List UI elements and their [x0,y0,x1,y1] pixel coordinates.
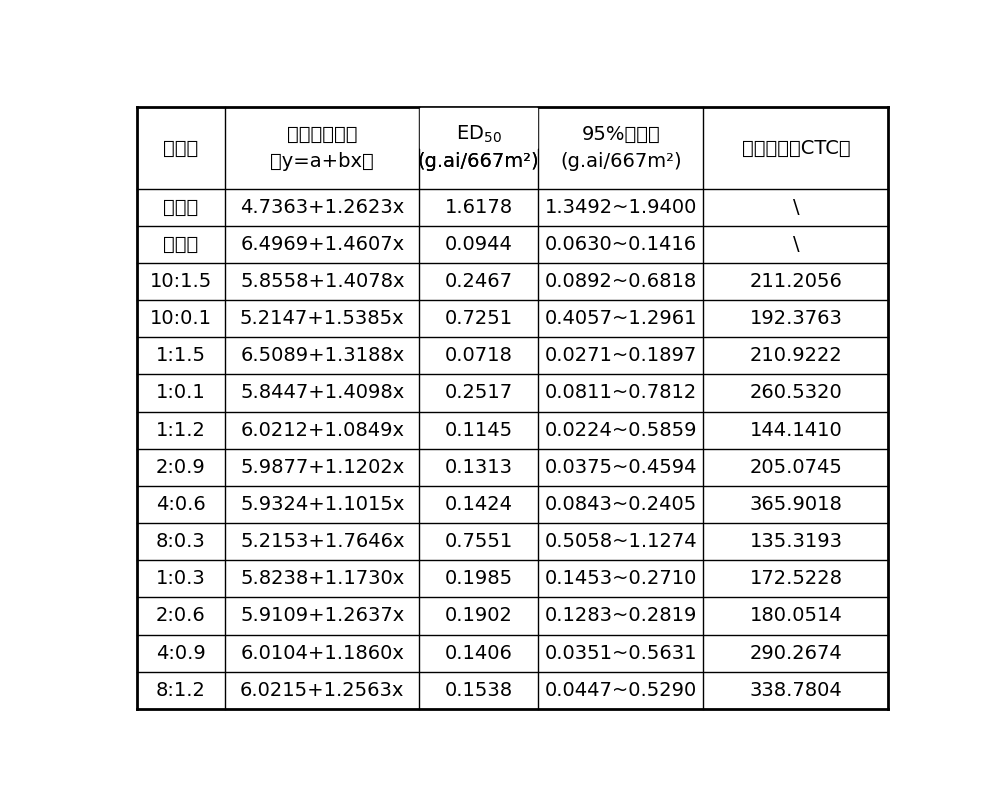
Text: 6.0215+1.2563x: 6.0215+1.2563x [240,681,404,700]
Text: 0.0892~0.6818: 0.0892~0.6818 [545,272,697,291]
Text: 1.6178: 1.6178 [445,197,513,217]
Text: 0.7251: 0.7251 [445,309,513,328]
Text: 10:1.5: 10:1.5 [150,272,212,291]
Text: 6.5089+1.3188x: 6.5089+1.3188x [240,346,404,365]
Text: 210.9222: 210.9222 [750,346,842,365]
Text: 毒力回归方程: 毒力回归方程 [287,125,358,144]
Text: 1:0.3: 1:0.3 [156,569,206,589]
Text: 5.2153+1.7646x: 5.2153+1.7646x [240,532,405,551]
Text: \: \ [793,235,799,253]
Text: (g.ai/667m²): (g.ai/667m²) [418,152,539,171]
Text: 0.1406: 0.1406 [445,643,513,662]
Text: 0.0630~0.1416: 0.0630~0.1416 [545,235,697,253]
Text: 0.1902: 0.1902 [445,606,513,626]
Text: 0.0224~0.5859: 0.0224~0.5859 [545,420,697,439]
Text: 365.9018: 365.9018 [749,495,842,514]
Text: 95%可信限: 95%可信限 [581,125,660,144]
Text: 260.5320: 260.5320 [750,383,842,403]
Text: (g.ai/667m²): (g.ai/667m²) [560,152,682,171]
Text: 0.0271~0.1897: 0.0271~0.1897 [545,346,697,365]
Text: 0.0718: 0.0718 [445,346,513,365]
Text: 5.9877+1.1202x: 5.9877+1.1202x [240,458,404,476]
Text: 0.0351~0.5631: 0.0351~0.5631 [545,643,697,662]
Text: 1:1.5: 1:1.5 [156,346,206,365]
Text: 192.3763: 192.3763 [749,309,842,328]
Text: 290.2674: 290.2674 [750,643,842,662]
Text: 5.9109+1.2637x: 5.9109+1.2637x [240,606,404,626]
Text: 4:0.6: 4:0.6 [156,495,206,514]
Text: (g.ai/667m²): (g.ai/667m²) [418,152,539,171]
Text: 0.4057~1.2961: 0.4057~1.2961 [545,309,697,328]
Text: 144.1410: 144.1410 [750,420,842,439]
Text: 0.1538: 0.1538 [445,681,513,700]
Text: 6.0104+1.1860x: 6.0104+1.1860x [240,643,404,662]
Text: 0.1145: 0.1145 [445,420,513,439]
Text: 5.2147+1.5385x: 5.2147+1.5385x [240,309,405,328]
Text: 6.4969+1.4607x: 6.4969+1.4607x [240,235,404,253]
Text: 135.3193: 135.3193 [749,532,842,551]
Text: 0.0811~0.7812: 0.0811~0.7812 [545,383,697,403]
Text: 0.2467: 0.2467 [445,272,513,291]
Text: ED50: ED50 [453,125,505,144]
Text: 4:0.9: 4:0.9 [156,643,206,662]
Text: 0.1985: 0.1985 [445,569,513,589]
Text: 1.3492~1.9400: 1.3492~1.9400 [545,197,697,217]
Bar [420,108,537,148]
Text: 338.7804: 338.7804 [750,681,842,700]
Text: 甲磺隆: 甲磺隆 [163,235,199,253]
Text: 0.2517: 0.2517 [445,383,513,403]
Text: 5.8558+1.4078x: 5.8558+1.4078x [240,272,405,291]
Text: 0.1283~0.2819: 0.1283~0.2819 [545,606,697,626]
Text: 180.0514: 180.0514 [750,606,842,626]
Text: 1:1.2: 1:1.2 [156,420,206,439]
Text: 0.5058~1.1274: 0.5058~1.1274 [544,532,697,551]
Text: 8:1.2: 8:1.2 [156,681,206,700]
Text: 0.1424: 0.1424 [445,495,513,514]
Text: 0.7551: 0.7551 [445,532,513,551]
Text: 1:0.1: 1:0.1 [156,383,206,403]
Text: 6.0212+1.0849x: 6.0212+1.0849x [240,420,404,439]
Text: 4.7363+1.2623x: 4.7363+1.2623x [240,197,404,217]
Text: 0.0843~0.2405: 0.0843~0.2405 [545,495,697,514]
Text: 双草醚: 双草醚 [163,197,199,217]
Text: \: \ [793,197,799,217]
Text: 8:0.3: 8:0.3 [156,532,206,551]
Text: 0.0944: 0.0944 [445,235,513,253]
Text: 2:0.9: 2:0.9 [156,458,206,476]
Text: 5.8238+1.1730x: 5.8238+1.1730x [240,569,404,589]
Text: 除草剂: 除草剂 [163,139,199,157]
Text: ED50: ED50 [453,125,505,144]
Text: 0.0375~0.4594: 0.0375~0.4594 [545,458,697,476]
Text: 0.1453~0.2710: 0.1453~0.2710 [545,569,697,589]
Text: 10:0.1: 10:0.1 [150,309,212,328]
Text: 0.1313: 0.1313 [445,458,513,476]
Text: 5.8447+1.4098x: 5.8447+1.4098x [240,383,404,403]
Text: $\mathrm{ED}_{50}$: $\mathrm{ED}_{50}$ [456,124,502,145]
Text: 211.2056: 211.2056 [749,272,842,291]
Text: 共毒系数（CTC）: 共毒系数（CTC） [742,139,850,157]
Text: 5.9324+1.1015x: 5.9324+1.1015x [240,495,404,514]
Text: 205.0745: 205.0745 [749,458,842,476]
Text: 2:0.6: 2:0.6 [156,606,206,626]
Text: （y=a+bx）: （y=a+bx） [270,152,374,171]
Text: 0.0447~0.5290: 0.0447~0.5290 [545,681,697,700]
Text: 172.5228: 172.5228 [749,569,842,589]
